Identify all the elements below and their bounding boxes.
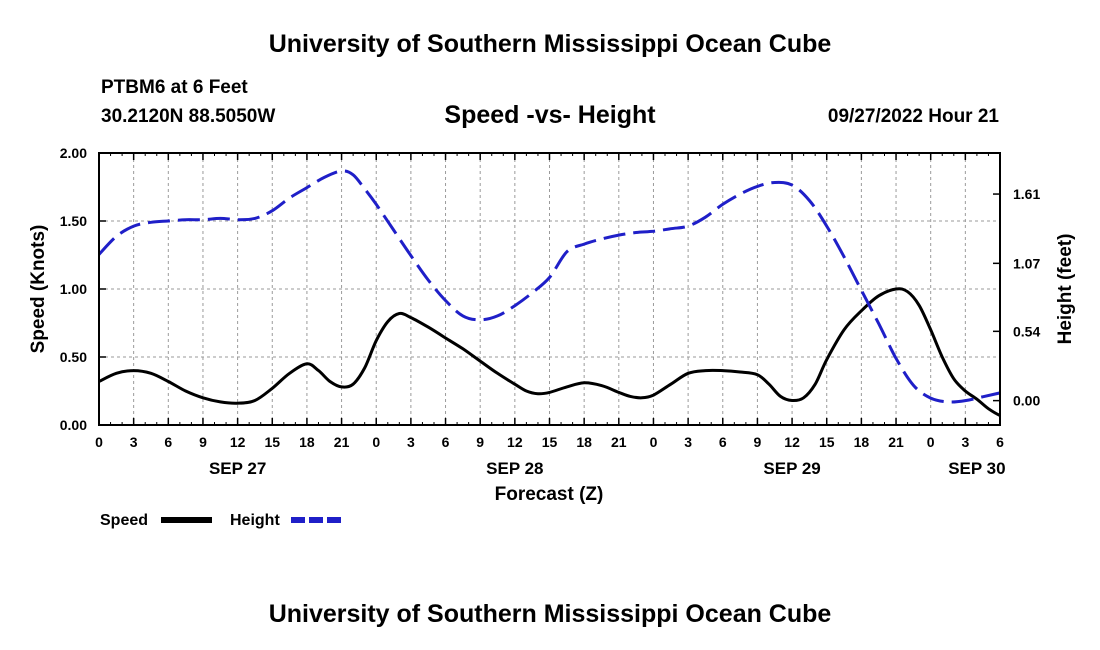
date-label: SEP 30	[948, 459, 1005, 478]
axis-ticks	[98, 152, 1001, 426]
x-tick-label: 12	[784, 434, 800, 450]
x-tick-label: 18	[576, 434, 592, 450]
x-tick-label: 3	[407, 434, 415, 450]
x-tick-label: 18	[854, 434, 870, 450]
x-tick-label: 15	[542, 434, 558, 450]
station-name: PTBM6 at 6 Feet	[101, 77, 248, 98]
x-tick-label: 6	[442, 434, 450, 450]
y-left-tick-label: 0.50	[60, 349, 87, 365]
x-tick-label: 15	[264, 434, 280, 450]
x-tick-label: 9	[754, 434, 762, 450]
x-tick-label: 9	[199, 434, 207, 450]
x-tick-label: 12	[507, 434, 523, 450]
x-tick-label: 3	[130, 434, 138, 450]
x-tick-label: 6	[719, 434, 727, 450]
x-tick-label: 21	[611, 434, 627, 450]
legend-height-label: Height	[230, 512, 280, 529]
date-label: SEP 27	[209, 459, 266, 478]
chart-subtitle: Speed -vs- Height	[444, 101, 656, 129]
legend: Speed Height	[100, 512, 342, 529]
x-tick-label: 21	[334, 434, 350, 450]
data-series	[99, 169, 1000, 418]
x-tick-label: 0	[95, 434, 103, 450]
y-left-tick-label: 1.00	[60, 281, 87, 297]
station-coordinates: 30.2120N 88.5050W	[101, 106, 276, 127]
footer-title: University of Southern Mississippi Ocean…	[268, 600, 832, 628]
x-axis-title: Forecast (Z)	[495, 484, 604, 505]
x-tick-label: 9	[476, 434, 484, 450]
legend-speed-label: Speed	[100, 512, 148, 529]
series-line-height	[99, 169, 1000, 404]
y-axis-title-left: Speed (Knots)	[28, 225, 49, 354]
date-label: SEP 28	[486, 459, 543, 478]
x-tick-label: 21	[888, 434, 904, 450]
grid-lines	[99, 153, 1000, 425]
x-tick-label: 6	[996, 434, 1004, 450]
y-axis-title-right: Height (feet)	[1055, 234, 1076, 345]
y-right-tick-label: 1.07	[1013, 255, 1040, 271]
x-tick-label: 0	[372, 434, 380, 450]
x-tick-label: 3	[961, 434, 969, 450]
chart-title: University of Southern Mississippi Ocean…	[268, 30, 832, 58]
x-tick-label: 12	[230, 434, 246, 450]
y-right-tick-label: 0.54	[1013, 323, 1040, 339]
y-left-tick-label: 0.00	[60, 417, 87, 433]
x-tick-label: 18	[299, 434, 315, 450]
series-line-speed	[99, 287, 1000, 418]
x-tick-label: 0	[650, 434, 658, 450]
axis-labels: 0 3 6 9 12 15 18 21 0 3 6 9 12 15 18 21 0 3 6 9 12 15 18 21 0 3 6 S…	[60, 145, 1041, 478]
y-right-tick-label: 0.00	[1013, 393, 1040, 409]
y-left-tick-label: 1.50	[60, 213, 87, 229]
x-tick-label: 15	[819, 434, 835, 450]
y-left-tick-label: 2.00	[60, 145, 87, 161]
x-tick-label: 6	[164, 434, 172, 450]
x-tick-label: 3	[684, 434, 692, 450]
y-right-tick-label: 1.61	[1013, 186, 1040, 202]
date-label: SEP 29	[763, 459, 820, 478]
x-tick-label: 0	[927, 434, 935, 450]
forecast-datetime: 09/27/2022 Hour 21	[827, 106, 999, 127]
